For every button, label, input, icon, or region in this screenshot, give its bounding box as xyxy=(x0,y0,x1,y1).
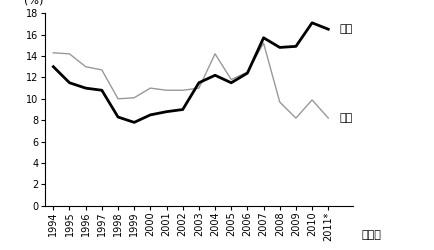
Text: （年）: （年） xyxy=(360,230,380,240)
Text: 上海: 上海 xyxy=(339,113,352,123)
Text: (%): (%) xyxy=(24,0,43,6)
Text: 重愶: 重愶 xyxy=(339,24,352,34)
